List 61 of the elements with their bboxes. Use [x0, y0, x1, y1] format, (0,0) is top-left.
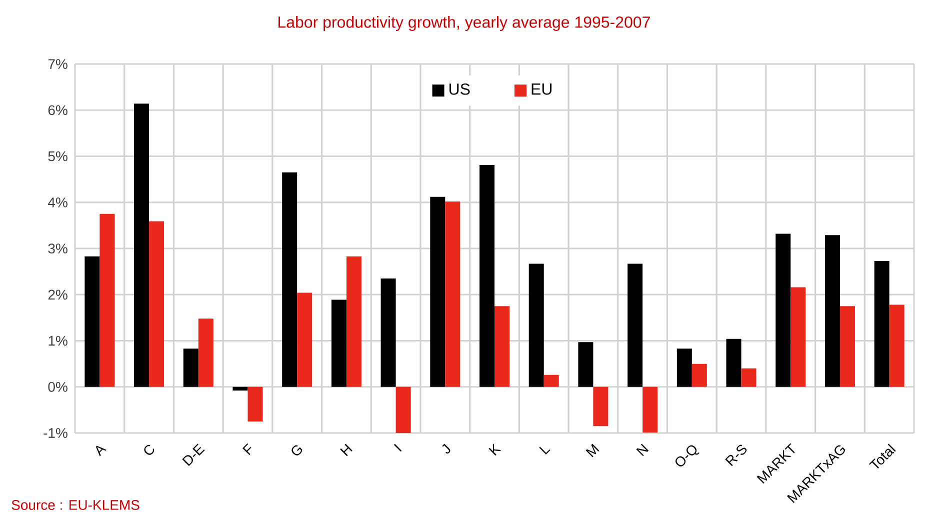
bar	[593, 386, 608, 426]
bar	[282, 172, 298, 387]
bar	[726, 338, 742, 387]
bar	[741, 368, 756, 387]
legend-label: EU	[532, 84, 552, 95]
x-tick-label: L	[539, 446, 550, 454]
bar	[331, 300, 346, 387]
bar	[430, 196, 446, 387]
bar	[692, 364, 707, 387]
bar	[445, 201, 460, 387]
x-tick-label: N	[636, 444, 649, 456]
bar	[494, 306, 510, 387]
bar	[824, 235, 840, 387]
bar	[628, 264, 643, 387]
bar	[380, 278, 396, 387]
x-tick-label: R-S	[725, 444, 747, 466]
bar	[84, 256, 100, 387]
bar	[232, 386, 248, 391]
y-tick-label: 6%	[48, 105, 68, 116]
y-tick-label: 3%	[48, 244, 68, 254]
bar	[100, 214, 115, 387]
bar	[149, 221, 164, 387]
bar	[480, 165, 494, 387]
source-note: Source : EU-KLEMS	[12, 500, 140, 510]
y-tick-label: 0%	[48, 382, 68, 392]
bar	[874, 260, 890, 387]
y-tick-label: 1%	[48, 336, 68, 346]
bar	[183, 348, 198, 387]
x-tick-label: C	[144, 444, 154, 455]
bar	[676, 348, 692, 387]
bar	[248, 386, 263, 422]
bar	[297, 292, 312, 387]
y-tick-label: 7%	[48, 59, 68, 69]
bar	[544, 374, 559, 387]
bar	[198, 318, 214, 387]
bar	[776, 234, 791, 387]
bar	[528, 264, 544, 387]
bar	[134, 104, 150, 387]
x-tick-label: O-Q	[676, 445, 700, 466]
x-tick-label: I	[394, 444, 402, 452]
y-tick-label: 4%	[48, 198, 68, 208]
y-tick-label: 2%	[48, 290, 68, 300]
bar	[889, 304, 904, 387]
x-tick-label: M	[586, 444, 600, 458]
bar	[346, 256, 362, 387]
x-tick-label: K	[488, 444, 502, 456]
bar	[396, 386, 411, 434]
x-tick-label: G	[292, 445, 302, 456]
x-tick-label: F	[242, 443, 252, 456]
bar	[642, 386, 658, 433]
y-tick-label: 5%	[48, 151, 68, 162]
x-tick-label: J	[442, 444, 450, 454]
x-tick-label: A	[96, 446, 106, 456]
bar	[790, 287, 806, 387]
x-tick-label: H	[340, 444, 352, 456]
bar	[840, 306, 855, 387]
legend-label: US	[449, 83, 470, 95]
chart-title: Labor productivity growth, yearly average 1995-2007	[278, 16, 650, 31]
x-tick-label: D-E	[182, 444, 205, 466]
y-tick-label: -1%	[44, 428, 68, 438]
bar	[578, 342, 594, 387]
